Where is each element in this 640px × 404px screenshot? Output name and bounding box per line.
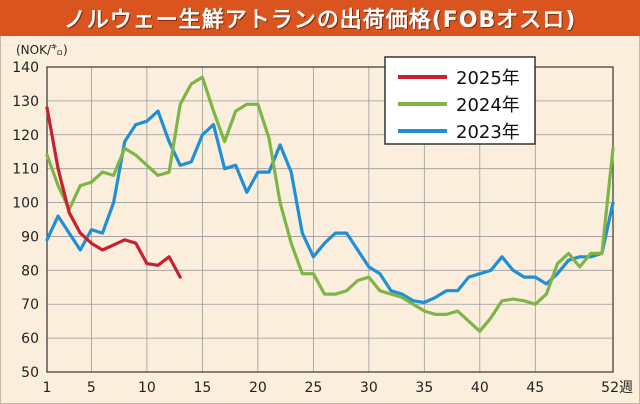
legend-label: 2023年 [456,122,520,143]
x-tick-label: 1 [43,380,52,396]
y-tick-label: 110 [12,162,39,178]
x-tick-label: 35 [415,380,433,396]
x-tick-label: 30 [360,380,378,396]
x-tick-label: 10 [138,380,156,396]
x-tick-label: 40 [471,380,489,396]
x-tick-label: 20 [249,380,267,396]
x-tick-label: 5 [87,380,96,396]
y-tick-label: 130 [12,94,39,110]
x-axis-ticks: 1 5 10 15 20 25 30 35 40 45 52週 [43,380,633,396]
x-tick-label: 15 [193,380,211,396]
y-tick-label: 50 [21,365,39,381]
series-lines [45,75,615,333]
series-line-2025年 [45,106,182,279]
y-axis-unit-label: (NOK/㌔) [16,43,68,57]
plot-area-border [46,66,614,373]
x-tick-label: 45 [526,380,544,396]
chart-title: ノルウェー生鮮アトランの出荷価格(FOBオスロ) [63,8,577,33]
y-tick-label: 90 [21,229,39,245]
y-tick-label: 70 [21,297,39,313]
title-bar: ノルウェー生鮮アトランの出荷価格(FOBオスロ) [0,0,640,36]
y-tick-label: 120 [12,128,39,144]
y-tick-label: 60 [21,331,39,347]
y-tick-label: 100 [12,196,39,212]
legend: 2025年 2024年 2023年 [384,56,536,145]
x-tick-label: 25 [304,380,322,396]
y-tick-label: 80 [21,263,39,279]
series-line-2024年 [45,75,615,333]
y-axis-ticks: 50 60 70 80 90 100 110 120 130 140 [12,60,39,381]
legend-label: 2025年 [456,68,520,89]
x-tick-label: 52週 [601,380,633,396]
series-line-2023年 [45,109,615,305]
legend-label: 2024年 [456,95,520,116]
y-tick-label: 140 [12,60,39,76]
